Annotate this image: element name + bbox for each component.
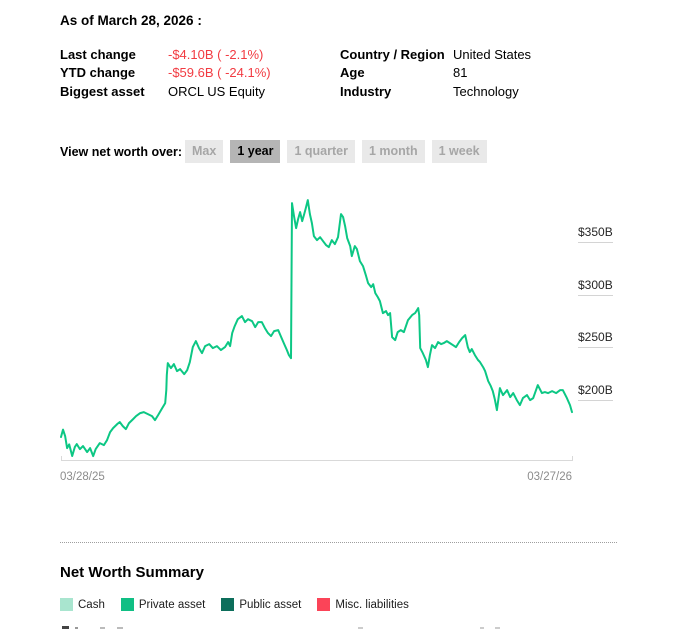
stats-left-values: -$4.10B ( -2.1%) -$59.6B ( -24.1%) ORCL … [168, 46, 271, 101]
country-value: United States [453, 47, 532, 62]
industry-label: Industry [340, 83, 392, 99]
age-value: 81 [453, 65, 468, 81]
biggest-asset-label: Biggest asset [60, 83, 145, 99]
view-net-worth-over-label: View net worth over: [60, 145, 183, 159]
misc-liabilities-swatch-icon [317, 598, 331, 611]
legend-item-cash: Cash [60, 598, 105, 611]
clipped-content-sliver [358, 627, 363, 629]
public-asset-swatch-icon [221, 598, 235, 611]
ytd-change-label: YTD change [60, 65, 136, 81]
y-tick-350: $350B [578, 225, 613, 243]
legend-item-misc-liabilities: Misc. liabilities [317, 598, 409, 611]
industry-value: Technology [453, 83, 519, 99]
clipped-content-sliver [480, 627, 484, 629]
stats-right-labels: Country / Region Age Industry [340, 46, 445, 101]
private-asset-swatch-icon [120, 598, 134, 611]
range-button-max[interactable]: Max [185, 140, 224, 163]
country-label: Country / Region [340, 47, 445, 62]
ytd-change-value: -$59.6B ( -24.1%) [168, 65, 271, 81]
y-tick-300: $300B [578, 278, 613, 296]
age-label: Age [340, 65, 365, 81]
clipped-content-sliver [117, 627, 123, 629]
net-worth-chart[interactable] [0, 175, 699, 475]
stats-right-values: United States 81 Technology [453, 46, 531, 101]
y-tick-200: $200B [578, 383, 613, 401]
biggest-asset-value: ORCL US Equity [168, 83, 266, 99]
range-button-1month[interactable]: 1 month [361, 140, 425, 163]
y-tick-250: $250B [578, 330, 613, 348]
asset-legend: Cash Private asset Public asset Misc. li… [60, 598, 409, 611]
clipped-content-sliver [100, 627, 105, 629]
clipped-content-sliver [62, 626, 69, 629]
last-change-label: Last change [60, 47, 136, 62]
last-change-value: -$4.10B ( -2.1%) [168, 47, 264, 62]
legend-item-private-asset: Private asset [120, 598, 205, 611]
x-axis-line [61, 456, 573, 461]
clipped-content-sliver [495, 627, 500, 629]
section-divider [60, 542, 617, 543]
as-of-date: As of March 28, 2026 : [60, 13, 202, 28]
stats-left-labels: Last change YTD change Biggest asset [60, 46, 145, 101]
clipped-content-sliver [75, 627, 78, 629]
x-axis-start-date: 03/28/25 [60, 471, 105, 483]
x-axis-end-date: 03/27/26 [527, 471, 572, 483]
net-worth-summary-title: Net Worth Summary [60, 564, 204, 581]
cash-swatch-icon [60, 598, 73, 611]
range-button-group: Max 1 year 1 quarter 1 month 1 week [185, 140, 487, 163]
range-button-1week[interactable]: 1 week [431, 140, 487, 163]
range-button-1quarter[interactable]: 1 quarter [287, 140, 355, 163]
range-button-1year[interactable]: 1 year [230, 140, 281, 163]
net-worth-line [60, 199, 573, 458]
legend-item-public-asset: Public asset [221, 598, 301, 611]
